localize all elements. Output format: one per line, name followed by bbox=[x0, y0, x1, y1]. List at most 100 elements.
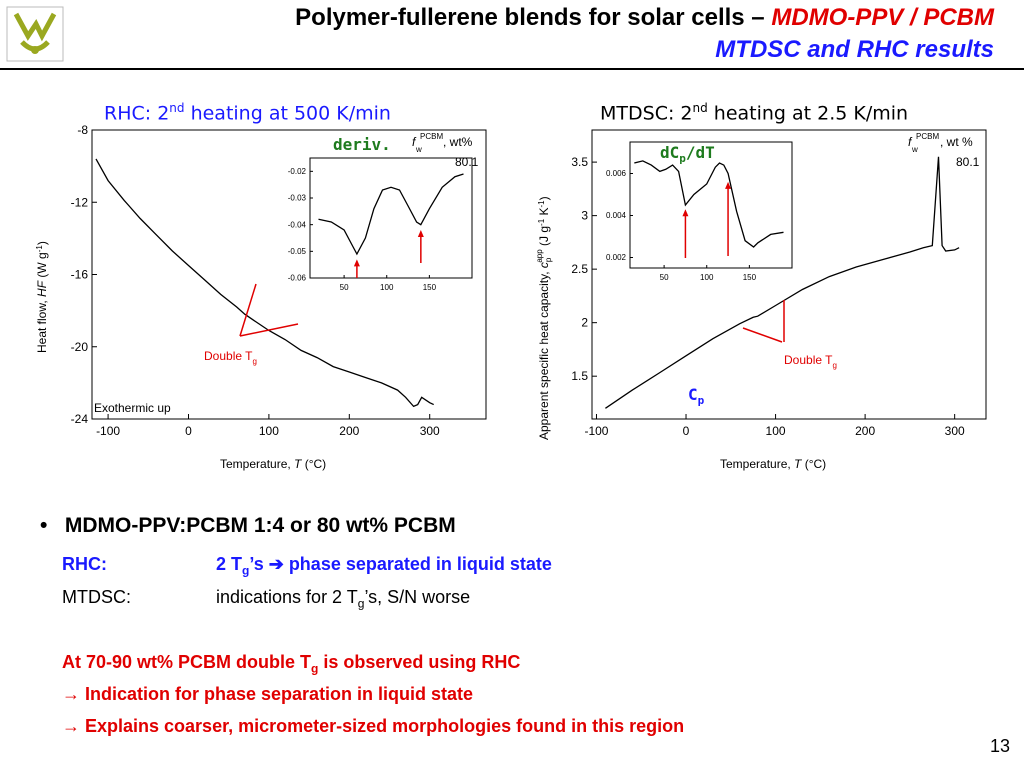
mtdsc-ytick-label: 1.5 bbox=[571, 369, 588, 383]
rhc-inset-arrow-2-head bbox=[417, 230, 424, 237]
mtdsc-ytick-label: 3 bbox=[581, 209, 588, 223]
rhc-xtick-label: 0 bbox=[185, 424, 192, 438]
arrow-icon: ➔ bbox=[268, 554, 284, 574]
mtdsc-chart: -100 0 100 200 300 1.5 2 2.5 3 3.5 50 100 150 0.002 0… bbox=[535, 129, 987, 471]
conclusion-line-1: At 70-90 wt% PCBM double Tg is observed … bbox=[62, 652, 521, 676]
mtdsc-deriv-ytick-label: 0.004 bbox=[606, 211, 627, 220]
mtdsc-bullet-label: MTDSC: bbox=[62, 587, 131, 607]
rhc-ytick-label: -12 bbox=[71, 195, 89, 209]
rhc-deriv-frame bbox=[309, 157, 473, 279]
rhc-legend-value: 80.1 bbox=[455, 155, 479, 169]
mtdsc-bullet-text: indications for 2 Tg’s, S/N worse bbox=[216, 587, 471, 611]
left-heading-rest: heating at 500 K/min bbox=[184, 102, 391, 125]
slide-subtitle: MTDSC and RHC results bbox=[715, 36, 994, 63]
deriv-label: deriv. bbox=[333, 135, 391, 154]
title-main: Polymer-fullerene blends for solar cells… bbox=[295, 4, 772, 31]
mtdsc-xtick-label: 100 bbox=[766, 424, 786, 438]
dcp-dt-label: dCp/dT bbox=[660, 143, 715, 165]
main-bullet-text: MDMO-PPV:PCBM 1:4 or 80 wt% PCBM bbox=[64, 514, 456, 537]
rhc-legend-f: f bbox=[412, 135, 417, 149]
title-divider bbox=[0, 68, 1024, 70]
mtdsc-deriv-ytick-label: 0.002 bbox=[606, 253, 627, 262]
slide-title: Polymer-fullerene blends for solar cells… bbox=[295, 4, 994, 32]
left-heading-sup: nd bbox=[169, 101, 185, 115]
mtdsc-inset-arrow-2-head bbox=[725, 181, 732, 189]
mtdsc-xtick-label: 300 bbox=[945, 424, 965, 438]
rhc-deriv-line bbox=[318, 173, 464, 256]
university-logo bbox=[6, 6, 64, 62]
bullet-dot: • bbox=[40, 514, 65, 537]
mtdsc-deriv-xtick-label: 100 bbox=[700, 273, 714, 282]
rhc-legend-sub: w bbox=[415, 145, 422, 154]
rhc-deriv-xtick-label: 50 bbox=[340, 283, 349, 292]
mtdsc-ytick-label: 2.5 bbox=[571, 262, 588, 276]
mtdsc-deriv-xtick-label: 150 bbox=[743, 273, 757, 282]
rhc-ylabel: Heat flow, HF (W g-1) bbox=[35, 241, 49, 353]
mtdsc-legend-f: f bbox=[908, 135, 913, 149]
rhc-ytick-label: -16 bbox=[71, 268, 89, 282]
right-heading-text: MTDSC: 2 bbox=[600, 102, 693, 125]
mtdsc-xtick-label: -100 bbox=[584, 424, 608, 438]
mtdsc-ytick-label: 2 bbox=[581, 316, 588, 330]
rhc-xtick-label: -100 bbox=[96, 424, 120, 438]
mtdsc-frame bbox=[591, 129, 987, 420]
rhc-ytick-label: -24 bbox=[71, 412, 89, 426]
cp-label: Cp bbox=[688, 385, 705, 407]
rhc-series-line bbox=[95, 158, 434, 408]
mtdsc-xtick-label: 200 bbox=[855, 424, 875, 438]
right-heading-rest: heating at 2.5 K/min bbox=[707, 102, 909, 125]
rhc-deriv-ytick-label: -0.04 bbox=[288, 220, 307, 229]
conclusion-line-2: → Indication for phase separation in liq… bbox=[62, 684, 474, 704]
rhc-bullet-text: 2 Tg’s ➔ phase separated in liquid state bbox=[216, 554, 552, 578]
mtdsc-deriv-line bbox=[634, 160, 784, 248]
mtdsc-deriv-frame bbox=[629, 141, 793, 269]
rhc-axes: -100 0 100 200 300 -24 -20 -16 -12 -8 bbox=[71, 123, 487, 438]
tg-pointer-2 bbox=[239, 323, 299, 337]
rhc-xtick-label: 200 bbox=[339, 424, 359, 438]
mtdsc-inset-arrow-1-head bbox=[682, 209, 689, 217]
rhc-ytick-label: -20 bbox=[71, 340, 89, 354]
rhc-deriv-ytick-label: -0.02 bbox=[288, 167, 307, 176]
mtdsc-xtick-label: 0 bbox=[683, 424, 690, 438]
rhc-deriv-inset: 50 100 150 -0.02 -0.03 -0.04 -0.05 -0.06 bbox=[288, 157, 473, 292]
mtdsc-axes: -100 0 100 200 300 1.5 2 2.5 3 3.5 bbox=[571, 129, 987, 438]
tg-pointer-1 bbox=[239, 283, 257, 337]
rhc-deriv-xtick-label: 100 bbox=[380, 283, 394, 292]
mtdsc-tg-pointer-1 bbox=[742, 327, 783, 343]
conclusion-line-3: → Explains coarser, micrometer-sized mor… bbox=[62, 716, 685, 736]
mtdsc-deriv-inset: 50 100 150 0.002 0.004 0.006 bbox=[606, 141, 793, 282]
mtdsc-legend-unit: , wt % bbox=[940, 135, 973, 149]
exothermic-label: Exothermic up bbox=[94, 401, 171, 415]
rhc-ytick-label: -8 bbox=[77, 123, 88, 137]
mtdsc-legend-value: 80.1 bbox=[956, 155, 980, 169]
mtdsc-ylabel: Apparent specific heat capacity, cpapp (… bbox=[535, 196, 553, 440]
mtdsc-xlabel: Temperature, T (°C) bbox=[720, 457, 826, 471]
rhc-bullet-label: RHC: bbox=[62, 554, 107, 574]
left-panel-heading: RHC: 2nd heating at 500 K/min bbox=[104, 101, 391, 124]
title-highlight: MDMO-PPV / PCBM bbox=[771, 4, 994, 31]
rhc-deriv-ytick-label: -0.03 bbox=[288, 194, 307, 203]
mtdsc-double-tg-label: Double Tg bbox=[784, 353, 837, 370]
mtdsc-deriv-ytick-label: 0.006 bbox=[606, 169, 627, 178]
main-bullet: • MDMO-PPV:PCBM 1:4 or 80 wt% PCBM bbox=[40, 514, 456, 538]
right-panel-heading: MTDSC: 2nd heating at 2.5 K/min bbox=[600, 101, 908, 124]
rhc-legend-unit: , wt% bbox=[443, 135, 473, 149]
mtdsc-deriv-xtick-label: 50 bbox=[660, 273, 669, 282]
right-heading-sup: nd bbox=[692, 101, 708, 115]
rhc-double-tg-label: Double Tg bbox=[204, 349, 257, 366]
page-number: 13 bbox=[989, 736, 1010, 756]
rhc-xtick-label: 100 bbox=[259, 424, 279, 438]
rhc-xtick-label: 300 bbox=[420, 424, 440, 438]
rhc-deriv-ytick-label: -0.05 bbox=[288, 247, 307, 256]
mtdsc-legend-sub: w bbox=[911, 145, 918, 154]
rhc-deriv-ytick-label: -0.06 bbox=[288, 274, 307, 283]
left-heading-text: RHC: 2 bbox=[104, 102, 170, 125]
mtdsc-ytick-label: 3.5 bbox=[571, 155, 588, 169]
rhc-inset-arrow-1-head bbox=[353, 259, 360, 267]
rhc-deriv-xtick-label: 150 bbox=[423, 283, 437, 292]
rhc-xlabel: Temperature, T (°C) bbox=[220, 457, 326, 471]
rhc-legend-sup: PCBM bbox=[420, 132, 443, 141]
mtdsc-series-line bbox=[605, 156, 960, 409]
rhc-chart: -100 0 100 200 300 -24 -20 -16 -12 -8 50 100 150 -0.… bbox=[35, 123, 487, 471]
mtdsc-legend-sup: PCBM bbox=[916, 132, 939, 141]
